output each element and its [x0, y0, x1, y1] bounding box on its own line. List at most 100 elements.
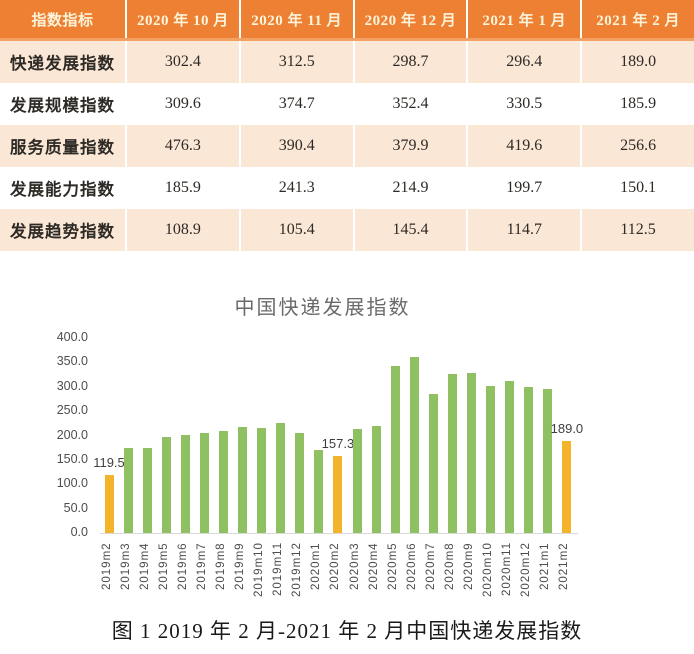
- table-row: 发展能力指数 185.9 241.3 214.9 199.7 150.1: [0, 167, 694, 209]
- table-row: 发展趋势指数 108.9 105.4 145.4 114.7 112.5: [0, 209, 694, 251]
- table-cell: 108.9: [125, 209, 239, 251]
- table-cell: 199.7: [466, 167, 580, 209]
- row-label: 发展规模指数: [10, 96, 115, 115]
- row-label: 发展能力指数: [10, 180, 115, 199]
- table-cell: 241.3: [238, 167, 353, 209]
- table-body: 快递发展指数 302.4 312.5 298.7 296.4 189.0 发展规模指数 309…: [0, 41, 694, 251]
- x-axis-tick-label: 2020m8: [443, 542, 456, 590]
- table-cell: 302.4: [125, 41, 239, 83]
- table-cell: 145.4: [352, 209, 467, 251]
- bar-2020m9: [467, 372, 477, 533]
- x-axis-tick-label: 2020m3: [348, 542, 361, 590]
- bar-2019m12: [295, 433, 305, 533]
- x-axis-tick-label: 2019m12: [291, 542, 304, 597]
- chart-title: 中国快递发展指数: [234, 297, 411, 319]
- bar-2019m8: [218, 430, 228, 533]
- x-axis-tick-label: 2019m5: [157, 542, 170, 590]
- bar-2020m8: [447, 374, 457, 533]
- bar-2019m9: [238, 427, 248, 533]
- x-axis-tick-label: 2019m10: [253, 542, 266, 597]
- table-header-row: 指数指标 2020 年 10 月 2020 年 11 月 2020 年 12 月 202…: [0, 0, 694, 41]
- table-header-cell: 2020 年 12 月: [352, 0, 467, 38]
- y-axis-tick-label: 350.0: [56, 354, 88, 369]
- data-label: 189.0: [550, 420, 584, 436]
- table-cell: 374.7: [238, 83, 353, 125]
- bar-2020m5: [390, 365, 400, 533]
- bar-2020m2: [333, 456, 343, 533]
- x-axis-tick-label: 2021m1: [539, 542, 552, 590]
- table-cell: 298.7: [352, 41, 467, 83]
- bar-2019m4: [142, 447, 152, 533]
- index-table: 指数指标 2020 年 10 月 2020 年 11 月 2020 年 12 月 202…: [0, 0, 694, 251]
- table-cell: 476.3: [125, 125, 239, 167]
- x-axis-tick-label: 2019m4: [138, 542, 151, 590]
- figure-caption: 图 1 2019 年 2 月-2021 年 2 月中国快递发展指数: [111, 619, 583, 643]
- bar-2019m5: [161, 437, 171, 533]
- table-cell: 309.6: [125, 83, 239, 125]
- y-axis-tick-label: 50.0: [63, 500, 88, 515]
- x-axis-tick-label: 2019m3: [119, 542, 132, 590]
- table-cell: 214.9: [352, 167, 467, 209]
- bar-2020m4: [371, 426, 381, 533]
- x-axis-tick-label: 2020m4: [367, 542, 380, 590]
- bar-2020m10: [486, 385, 496, 533]
- y-axis-tick-label: 150.0: [56, 451, 88, 466]
- x-axis-tick-label: 2020m7: [424, 542, 437, 590]
- x-axis-tick-label: 2020m10: [482, 542, 495, 597]
- y-axis-tick-label: 250.0: [56, 403, 88, 418]
- x-axis-tick-label: 2019m9: [234, 542, 247, 590]
- table-cell: 185.9: [125, 167, 239, 209]
- y-axis-tick-label: 0.0: [70, 525, 88, 539]
- y-axis-tick-label: 300.0: [56, 378, 88, 393]
- table-header-cell: 2021 年 2 月: [580, 0, 694, 38]
- x-axis-tick-label: 2019m11: [272, 542, 285, 597]
- x-axis-tick-label: 2020m6: [405, 542, 418, 590]
- bar-2020m1: [314, 450, 324, 533]
- x-axis-tick-label: 2019m6: [176, 542, 189, 590]
- table-cell: 150.1: [580, 167, 694, 209]
- y-axis-tick-label: 100.0: [56, 476, 88, 491]
- table-cell: 185.9: [580, 83, 694, 125]
- table-row: 快递发展指数 302.4 312.5 298.7 296.4 189.0: [0, 41, 694, 83]
- row-label: 服务质量指数: [10, 138, 115, 157]
- table-header-cell: 2020 年 11 月: [238, 0, 353, 38]
- table-cell: 379.9: [352, 125, 467, 167]
- bar-2020m3: [352, 428, 362, 533]
- x-axis-tick-label: 2019m7: [195, 542, 208, 590]
- table-cell: 330.5: [466, 83, 580, 125]
- bar-2020m7: [428, 394, 438, 533]
- table-cell: 390.4: [238, 125, 353, 167]
- bar-2021m2: [562, 440, 572, 533]
- x-axis-tick-label: 2020m2: [329, 542, 342, 590]
- bar-2020m6: [409, 356, 419, 533]
- data-label: 157.3: [321, 436, 355, 452]
- x-axis-tick-label: 2020m12: [520, 542, 533, 597]
- x-axis-tick-label: 2020m5: [386, 542, 399, 590]
- table-header-cell: 2020 年 10 月: [125, 0, 239, 38]
- bar-2019m7: [199, 432, 209, 533]
- bar-2019m6: [180, 434, 190, 533]
- table-header-cell: 指数指标: [31, 12, 94, 29]
- x-axis-tick-label: 2019m2: [100, 542, 113, 590]
- x-axis-tick-label: 2020m1: [310, 542, 323, 590]
- data-label: 119.5: [93, 454, 125, 470]
- bar-2020m12: [524, 387, 534, 533]
- bar-2019m11: [276, 422, 286, 533]
- table-cell: 114.7: [466, 209, 580, 251]
- table-cell: 296.4: [466, 41, 580, 83]
- bar-2021m1: [543, 388, 553, 533]
- y-axis-tick-label: 400.0: [56, 330, 88, 344]
- x-axis-tick-label: 2021m2: [558, 542, 571, 590]
- bar-2019m3: [123, 448, 133, 533]
- table-row: 服务质量指数 476.3 390.4 379.9 419.6 256.6: [0, 125, 694, 167]
- x-axis-tick-label: 2019m8: [214, 542, 227, 590]
- table-cell: 352.4: [352, 83, 467, 125]
- bar-2020m11: [505, 380, 515, 533]
- table-cell: 419.6: [466, 125, 580, 167]
- x-axis-tick-label: 2020m9: [463, 542, 476, 590]
- table-cell: 189.0: [580, 41, 694, 83]
- table-cell: 105.4: [238, 209, 353, 251]
- table-cell: 312.5: [238, 41, 353, 83]
- row-label: 发展趋势指数: [10, 222, 115, 241]
